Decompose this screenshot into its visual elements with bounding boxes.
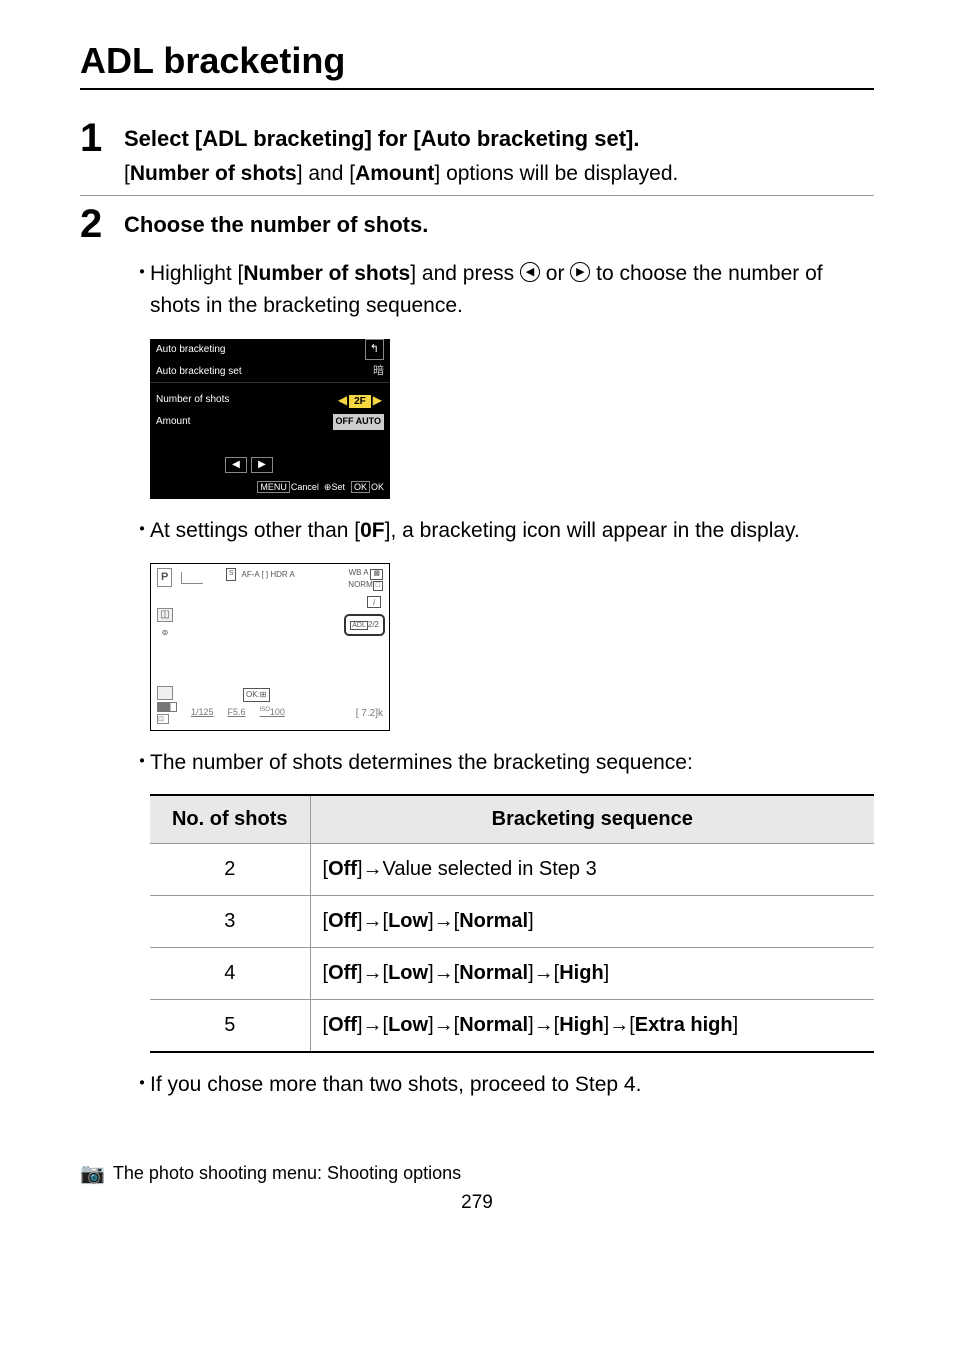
table-cell: [Off]→[Low]→[Normal]→[High] bbox=[310, 947, 874, 999]
page-number: 279 bbox=[80, 1192, 874, 1214]
bullet-text: The number of shots determines the brack… bbox=[150, 747, 874, 780]
footer-text: The photo shooting menu: Shooting option… bbox=[113, 1163, 461, 1184]
menu-subtitle: Auto bracketing set bbox=[156, 364, 242, 380]
table-row: 3[Off]→[Low]→[Normal] bbox=[150, 895, 874, 947]
bullet-dot: ・ bbox=[132, 258, 150, 323]
menu-row-label: Number of shots bbox=[156, 392, 229, 408]
remaining-value: [ 7.2]k bbox=[356, 706, 383, 722]
camera-icon: 📷 bbox=[80, 1161, 105, 1186]
step-title: Select [ADL bracketing] for [Auto bracke… bbox=[124, 122, 874, 156]
bullet-dot: ・ bbox=[132, 747, 150, 780]
menu-row-value: ◀2F▶ bbox=[336, 391, 384, 410]
table-cell: [Off]→[Low]→[Normal] bbox=[310, 895, 874, 947]
table-row: 5[Off]→[Low]→[Normal]→[High]→[Extra high… bbox=[150, 999, 874, 1052]
camera-icon: ◫ bbox=[157, 608, 173, 622]
left-arrow-icon: ◀ bbox=[520, 262, 540, 282]
bkt-badge: ADL2/2 bbox=[344, 614, 385, 636]
exposure-indicator bbox=[181, 572, 203, 584]
battery-icon bbox=[157, 702, 177, 712]
bottom-bar: ⊡ 1/125 F5.6 ISO100 [ 7.2]k bbox=[157, 702, 383, 724]
right-indicator-icon: ▶ bbox=[373, 393, 382, 407]
bullet-text: If you chose more than two shots, procee… bbox=[150, 1069, 874, 1102]
step-number: 2 bbox=[80, 204, 124, 1102]
mode-label: P bbox=[157, 568, 172, 587]
page-footer: 📷 The photo shooting menu: Shooting opti… bbox=[80, 1161, 874, 1186]
storage-icon: ⊚ bbox=[157, 626, 173, 640]
bullet: ・ Highlight [Number of shots] and press … bbox=[132, 258, 874, 323]
shutter-value: 1/125 bbox=[191, 706, 214, 720]
area-icon bbox=[157, 686, 173, 700]
table-row: 2[Off]→Value selected in Step 3 bbox=[150, 843, 874, 895]
aperture-value: F5.6 bbox=[228, 706, 246, 720]
top-icons: S AF-A [ ] HDR A bbox=[226, 568, 295, 581]
step-title: Choose the number of shots. bbox=[124, 208, 874, 242]
left-indicator-icon: ◀ bbox=[338, 393, 347, 407]
bullet-dot: ・ bbox=[132, 515, 150, 548]
left-icons: ◫ ⊚ bbox=[157, 608, 173, 644]
nav-arrows: ◀ ▶ bbox=[225, 457, 273, 473]
bullet-dot: ・ bbox=[132, 1069, 150, 1102]
table-cell: [Off]→Value selected in Step 3 bbox=[310, 843, 874, 895]
menu-title: Auto bracketing bbox=[156, 342, 226, 358]
display-screenshot: P S AF-A [ ] HDR A WB A ▦ NORM□ i ADL2/2… bbox=[150, 563, 390, 731]
flash-icon: i bbox=[367, 596, 381, 608]
table-cell: 2 bbox=[150, 843, 310, 895]
bullet: ・ The number of shots determines the bra… bbox=[132, 747, 874, 780]
page-title: ADL bracketing bbox=[80, 40, 874, 90]
step-2: 2 Choose the number of shots. ・ Highligh… bbox=[80, 195, 874, 1102]
step-body: Select [ADL bracketing] for [Auto bracke… bbox=[124, 122, 874, 191]
bullet: ・ If you chose more than two shots, proc… bbox=[132, 1069, 874, 1102]
step-1: 1 Select [ADL bracketing] for [Auto brac… bbox=[80, 110, 874, 191]
menu-screenshot: Auto bracketing ↰ Auto bracketing set 暗 … bbox=[150, 339, 390, 499]
table-row: 4[Off]→[Low]→[Normal]→[High] bbox=[150, 947, 874, 999]
left-arrow-icon: ◀ bbox=[225, 457, 247, 473]
table-cell: 4 bbox=[150, 947, 310, 999]
adl-icon: 暗 bbox=[373, 363, 384, 380]
step-body: Choose the number of shots. ・ Highlight … bbox=[124, 208, 874, 1102]
menu-row-label: Amount bbox=[156, 414, 190, 430]
iso-value: ISO100 bbox=[260, 706, 285, 720]
bracketing-table: No. of shots Bracketing sequence 2[Off]→… bbox=[150, 794, 874, 1053]
ok-icon: OK:⊞ bbox=[243, 688, 270, 702]
menu-footer: MENUCancel ⊕Set OKOK bbox=[256, 481, 384, 495]
table-cell: 3 bbox=[150, 895, 310, 947]
af-icon: ⊡ bbox=[157, 714, 169, 724]
menu-row-value: OFF AUTO bbox=[333, 414, 385, 430]
step-description: [Number of shots] and [Amount] options w… bbox=[124, 158, 874, 191]
table-header: Bracketing sequence bbox=[310, 795, 874, 844]
table-cell: 5 bbox=[150, 999, 310, 1052]
bullet-text: Highlight [Number of shots] and press ◀ … bbox=[150, 258, 874, 323]
right-arrow-icon: ▶ bbox=[251, 457, 273, 473]
bullet: ・ At settings other than [0F], a bracket… bbox=[132, 515, 874, 548]
bullet-text: At settings other than [0F], a bracketin… bbox=[150, 515, 874, 548]
table-header: No. of shots bbox=[150, 795, 310, 844]
step-number: 1 bbox=[80, 118, 124, 191]
right-arrow-icon: ▶ bbox=[570, 262, 590, 282]
table-cell: [Off]→[Low]→[Normal]→[High]→[Extra high] bbox=[310, 999, 874, 1052]
back-icon: ↰ bbox=[365, 339, 384, 360]
top-right-icons: WB A ▦ NORM□ bbox=[348, 568, 383, 591]
